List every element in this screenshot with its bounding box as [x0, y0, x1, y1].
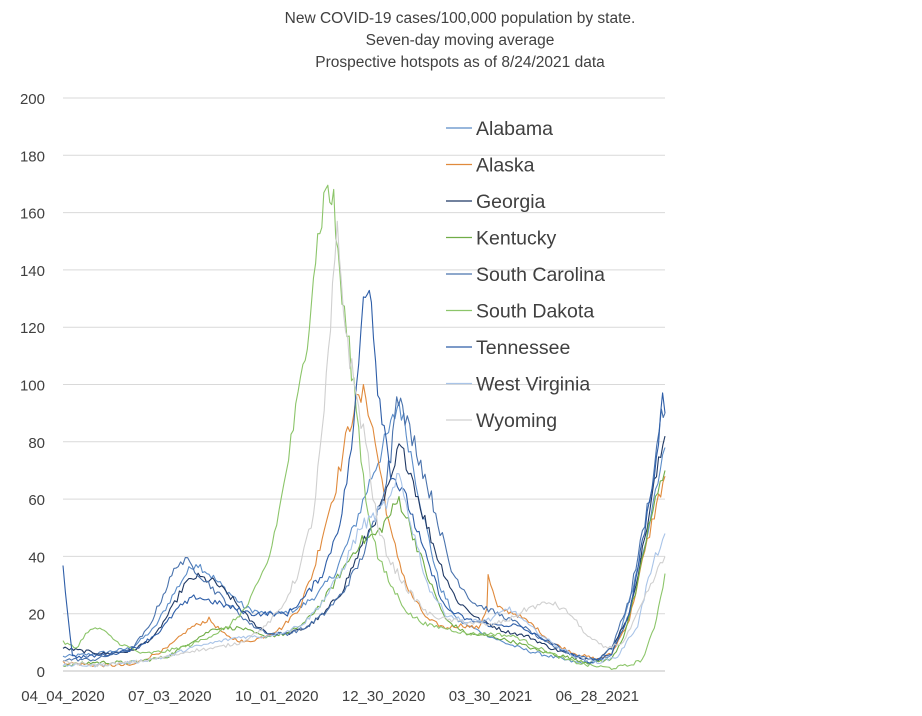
y-tick-label: 200: [20, 91, 45, 108]
x-tick-label: 12_30_2020: [342, 688, 425, 705]
series-line-alaska: [62, 383, 666, 668]
y-tick-label: 80: [28, 435, 45, 452]
y-tick-label: 160: [20, 206, 45, 223]
x-tick-label: 06_28_2021: [556, 688, 639, 705]
legend-label: South Dakota: [476, 301, 594, 323]
y-tick-label: 120: [20, 320, 45, 337]
series-line-west-virginia: [62, 472, 666, 668]
legend-label: Tennessee: [476, 337, 570, 359]
y-axis: 0 20 40 60 80 100 120 140 160 180 200: [20, 91, 45, 681]
legend-label: Alaska: [476, 155, 535, 177]
series-line-south-dakota: [62, 184, 666, 671]
x-tick-label: 03_30_2021: [449, 688, 532, 705]
series-line-wyoming: [62, 220, 666, 668]
legend-label: West Virginia: [476, 374, 590, 396]
chart-title-line-1: New COVID-19 cases/100,000 population by…: [284, 10, 636, 27]
legend-label: Kentucky: [476, 228, 556, 250]
y-tick-label: 140: [20, 263, 45, 280]
x-tick-label: 04_04_2020: [21, 688, 104, 705]
y-tick-label: 60: [28, 492, 45, 509]
y-tick-label: 20: [28, 607, 45, 624]
series-lines: [62, 184, 666, 671]
legend-label: Wyoming: [476, 410, 557, 432]
legend-label: Georgia: [476, 191, 546, 213]
legend: Alabama Alaska Georgia Kentucky South Caroli…: [446, 118, 605, 432]
series-line-tennessee: [62, 289, 666, 664]
y-tick-label: 40: [28, 549, 45, 566]
series-line-south-carolina: [62, 396, 666, 662]
chart-title: New COVID-19 cases/100,000 population by…: [160, 8, 760, 74]
series-line-alabama: [62, 401, 666, 665]
legend-label: Alabama: [476, 118, 553, 140]
x-axis: 04_04_2020 07_03_2020 10_01_2020 12_30_2020…: [21, 688, 639, 705]
chart-title-line-2: Seven-day moving average: [365, 32, 555, 49]
x-tick-label: 07_03_2020: [128, 688, 211, 705]
x-tick-label: 10_01_2020: [235, 688, 318, 705]
y-tick-label: 100: [20, 378, 45, 395]
gridlines: [63, 97, 665, 672]
chart-title-line-3: Prospective hotspots as of 8/24/2021 dat…: [315, 54, 605, 71]
legend-label: South Carolina: [476, 264, 605, 286]
y-tick-label: 180: [20, 148, 45, 165]
y-tick-label: 0: [37, 664, 45, 681]
